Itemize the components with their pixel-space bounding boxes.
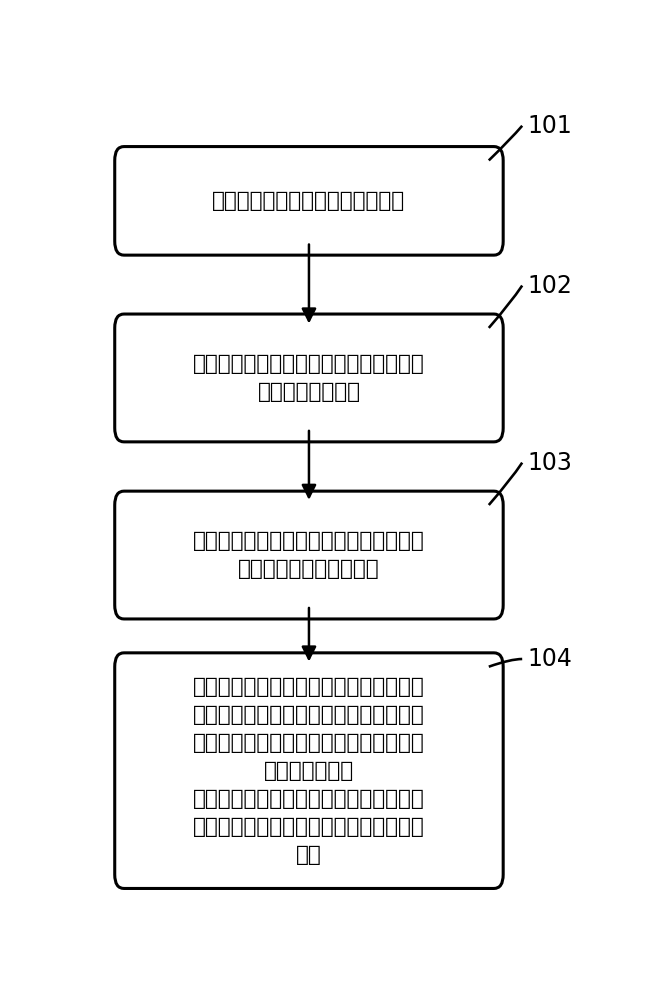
- Text: 102: 102: [527, 274, 572, 298]
- FancyBboxPatch shape: [115, 653, 503, 888]
- Text: 103: 103: [527, 451, 572, 475]
- Text: 根据修正后的补偿次数参数值，在预存的
多组各个灰阶对应的补偿值中查找与修正
后的补偿次数参数值对应的一组各个灰阶
对应的补偿值，
根据查找到的一组各个灰阶对应的: 根据修正后的补偿次数参数值，在预存的 多组各个灰阶对应的补偿值中查找与修正 后的…: [193, 677, 425, 865]
- Text: 104: 104: [527, 647, 572, 671]
- FancyBboxPatch shape: [115, 147, 503, 255]
- FancyBboxPatch shape: [115, 491, 503, 619]
- Text: 将获取的时间参数值赋值给计数器，并启
动计数器开始计时: 将获取的时间参数值赋值给计数器，并启 动计数器开始计时: [193, 354, 425, 402]
- Text: 若计数器完成计时，则修正补偿次数寄存
器寄存的补偿次数参数值: 若计数器完成计时，则修正补偿次数寄存 器寄存的补偿次数参数值: [193, 531, 425, 579]
- Text: 获取时间寄存器寄存的时间参数值: 获取时间寄存器寄存的时间参数值: [212, 191, 406, 211]
- FancyBboxPatch shape: [115, 314, 503, 442]
- Text: 101: 101: [527, 114, 572, 138]
